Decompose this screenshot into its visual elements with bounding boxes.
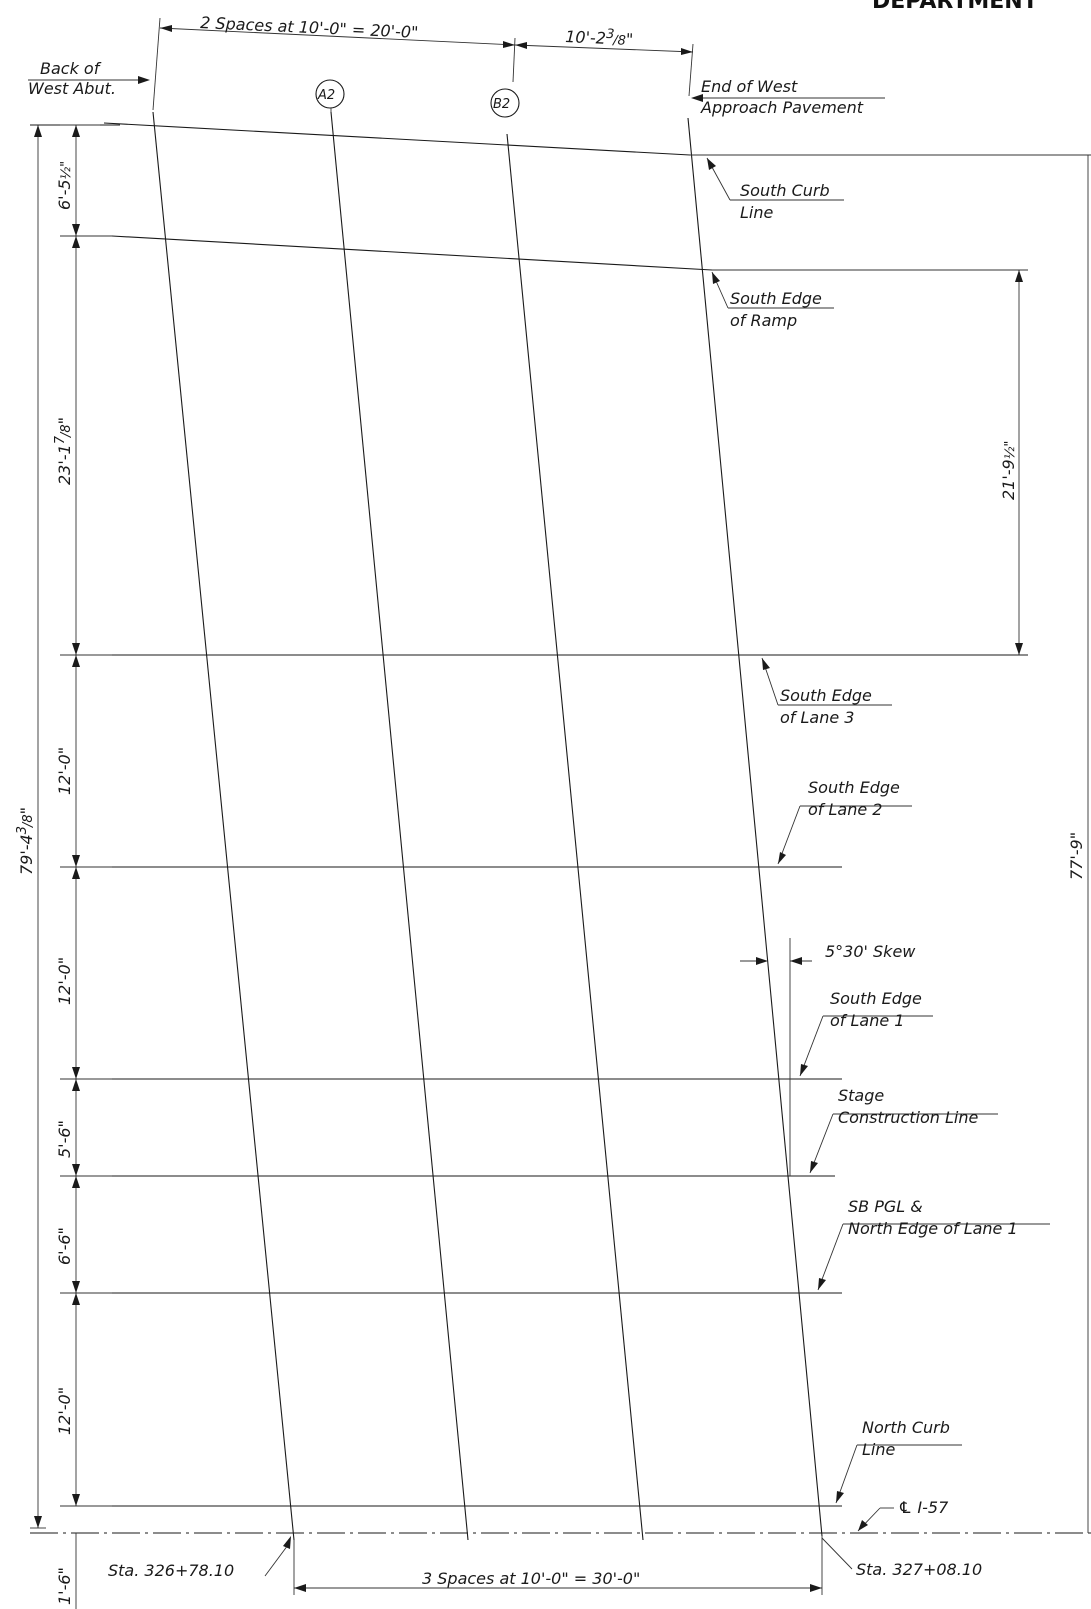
top-dim-spaces: 2 Spaces at 10'-0" = 20'-0" [200, 13, 419, 42]
dim-left-total: 79'-43/8" [15, 807, 36, 875]
back-abut-label-2: West Abut. [28, 79, 116, 98]
pgl-label-2: North Edge of Lane 1 [848, 1219, 1018, 1238]
dim-left-8: 1'-6" [55, 1567, 74, 1605]
dim-left-1: 6'-5½" [55, 161, 74, 210]
stage-callout: Stage Construction Line [809, 1086, 998, 1174]
lane2-label-1: South Edge [808, 778, 900, 797]
back-abut-label-1: Back of [40, 59, 102, 78]
header-title: DEPARTMENT [872, 0, 1038, 14]
south-curb-label-1: South Curb [740, 181, 830, 200]
south-curb-label-2: Line [740, 203, 774, 222]
roadway-edge-lines [30, 122, 1091, 1534]
top-dimensions: 2 Spaces at 10'-0" = 20'-0" 10'-23/8" [152, 13, 694, 111]
dim-ramp-width: 21'-9½" [999, 441, 1018, 500]
stage-label-2: Construction Line [838, 1108, 978, 1127]
centerline-label: ℄ I-57 [898, 1498, 949, 1517]
right-dimensions: 21'-9½" 77'-9" [999, 155, 1089, 1533]
dim-right-total: 77'-9" [1067, 832, 1086, 880]
south-curb-callout: South Curb Line [706, 157, 844, 222]
south-ramp-callout: South Edge of Ramp [711, 271, 834, 330]
stage-label-1: Stage [838, 1086, 884, 1105]
dim-left-3: 12'-0" [55, 747, 74, 795]
north-curb-callout: North Curb Line [835, 1418, 962, 1504]
pier-a2-label: A2 [317, 88, 335, 103]
bottom-stations: Sta. 326+78.10 Sta. 327+08.10 3 Spaces a… [108, 1536, 982, 1595]
dim-left-7: 12'-0" [55, 1387, 74, 1435]
dim-left-6: 6'-6" [55, 1227, 74, 1265]
lane2-label-2: of Lane 2 [808, 800, 882, 819]
lane1-callout: South Edge of Lane 1 [799, 989, 933, 1077]
dim-left-4: 12'-0" [55, 957, 74, 1005]
back-of-abutment-callout: Back of West Abut. [28, 59, 150, 98]
skewed-support-lines [152, 111, 823, 1541]
lane1-label-1: South Edge [830, 989, 922, 1008]
pier-b2-marker: B2 [490, 88, 520, 118]
lane3-label-1: South Edge [780, 686, 872, 705]
pier-a2-marker: A2 [315, 79, 345, 112]
lane1-label-2: of Lane 1 [830, 1011, 904, 1030]
north-curb-label-2: Line [862, 1440, 896, 1459]
north-curb-label-1: North Curb [862, 1418, 950, 1437]
south-ramp-label-1: South Edge [730, 289, 822, 308]
skew-label: 5°30' Skew [825, 942, 916, 961]
sta-right-label: Sta. 327+08.10 [856, 1560, 982, 1579]
skew-callout: 5°30' Skew [740, 938, 916, 1176]
pier-b2-label: B2 [493, 97, 510, 112]
lane2-callout: South Edge of Lane 2 [777, 778, 912, 865]
bottom-dim-spaces: 3 Spaces at 10'-0" = 30'-0" [422, 1569, 640, 1588]
south-ramp-label-2: of Ramp [730, 311, 797, 330]
lane3-label-2: of Lane 3 [780, 708, 854, 727]
sta-left-label: Sta. 326+78.10 [108, 1561, 234, 1580]
top-dim-end: 10'-23/8" [565, 25, 634, 49]
left-dimension-chain: 6'-5½" 23'-17/8" 12'-0" 12'-0" 5'-6" 6'-… [15, 124, 112, 1609]
pgl-label-1: SB PGL & [848, 1197, 923, 1216]
lane3-callout: South Edge of Lane 3 [761, 657, 892, 727]
dim-left-2: 23'-17/8" [53, 417, 74, 485]
pgl-callout: SB PGL & North Edge of Lane 1 [817, 1197, 1050, 1291]
end-pave-label-1: End of West [701, 77, 798, 96]
end-pave-label-2: Approach Pavement [700, 98, 864, 117]
dim-left-5: 5'-6" [55, 1120, 74, 1158]
centerline-callout: ℄ I-57 [857, 1498, 949, 1532]
end-pavement-callout: End of West Approach Pavement [691, 77, 885, 117]
